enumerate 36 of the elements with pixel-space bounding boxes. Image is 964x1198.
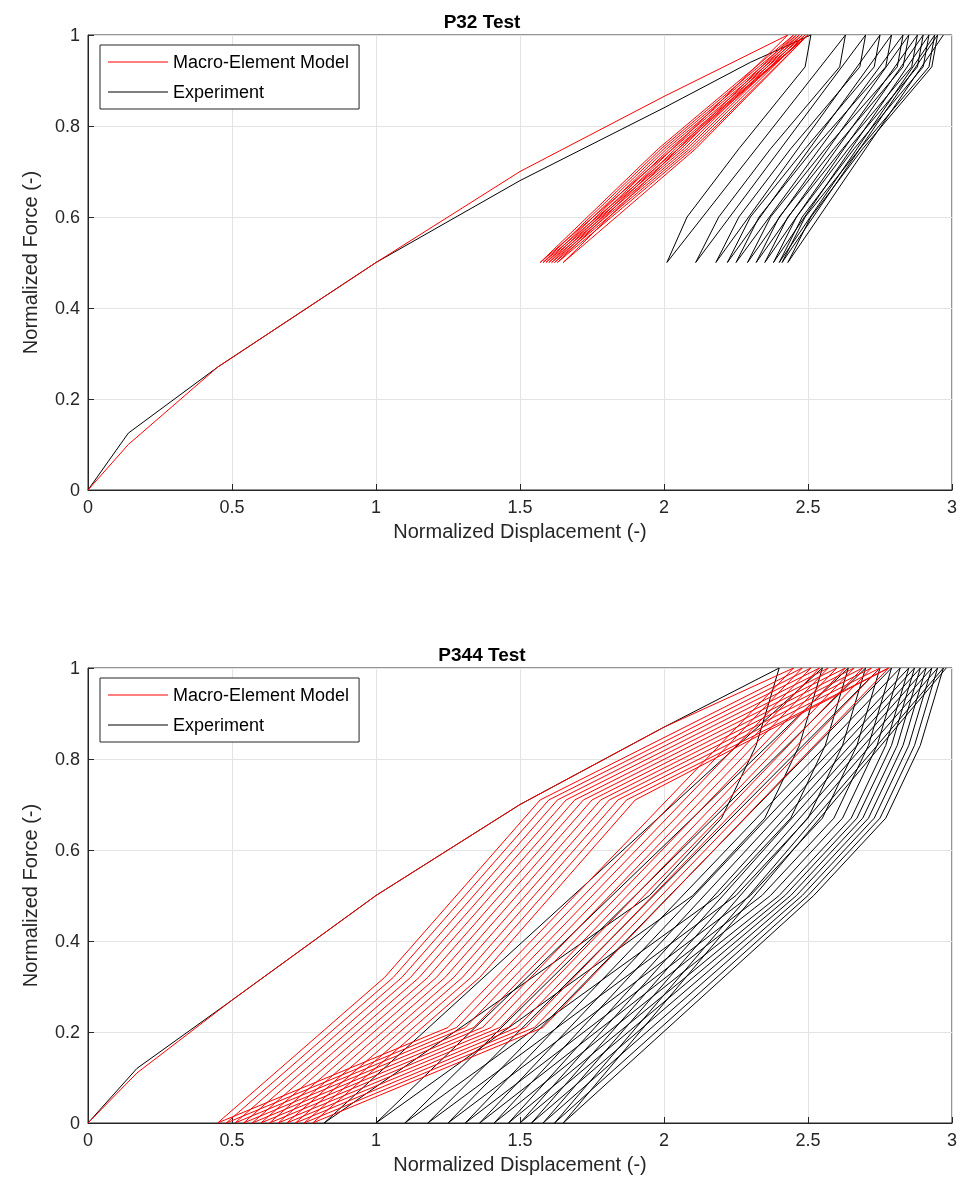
x-tick-label: 2: [658, 1130, 670, 1150]
x-axis-title: Normalized Displacement (-): [393, 1152, 647, 1175]
x-tick-label: 1: [370, 497, 382, 517]
y-tick-label: 0.6: [54, 840, 80, 860]
y-axis-title: Normalized Force (-): [19, 170, 41, 355]
y-tick-label: 0: [69, 480, 80, 500]
y-tick-label: 0.4: [54, 298, 80, 318]
x-tick-label: 2.5: [795, 497, 821, 517]
y-tick-label: 0.8: [54, 749, 80, 769]
x-tick-label: 0.5: [219, 1130, 245, 1150]
x-tick-label: 0.5: [219, 497, 245, 517]
x-tick-label: 1.5: [507, 1130, 533, 1150]
x-tick-label: 0: [82, 497, 94, 517]
x-tick-label: 2.5: [795, 1130, 821, 1150]
x-tick-label: 3: [946, 1130, 958, 1150]
legend-label: Macro-Element Model: [173, 52, 350, 72]
legend-label: Experiment: [173, 715, 265, 735]
x-tick-label: 1.5: [507, 497, 533, 517]
legend-label: Macro-Element Model: [173, 685, 350, 705]
x-axis-title: Normalized Displacement (-): [393, 519, 647, 542]
y-tick-label: 1: [69, 658, 80, 678]
chart-title: P32 Test: [443, 11, 522, 32]
y-axis-title: Normalized Force (-): [19, 803, 41, 988]
x-tick-label: 0: [82, 1130, 94, 1150]
x-tick-label: 2: [658, 497, 670, 517]
y-tick-label: 0.2: [54, 389, 80, 409]
y-tick-label: 0.2: [54, 1022, 80, 1042]
x-tick-label: 1: [370, 1130, 382, 1150]
y-tick-label: 0.6: [54, 207, 80, 227]
y-tick-label: 0: [69, 1113, 80, 1133]
x-tick-label: 3: [946, 497, 958, 517]
y-tick-label: 1: [69, 25, 80, 45]
chart-title: P344 Test: [438, 644, 527, 665]
y-tick-label: 0.4: [54, 931, 80, 951]
y-tick-label: 0.8: [54, 116, 80, 136]
legend-label: Experiment: [173, 82, 265, 102]
